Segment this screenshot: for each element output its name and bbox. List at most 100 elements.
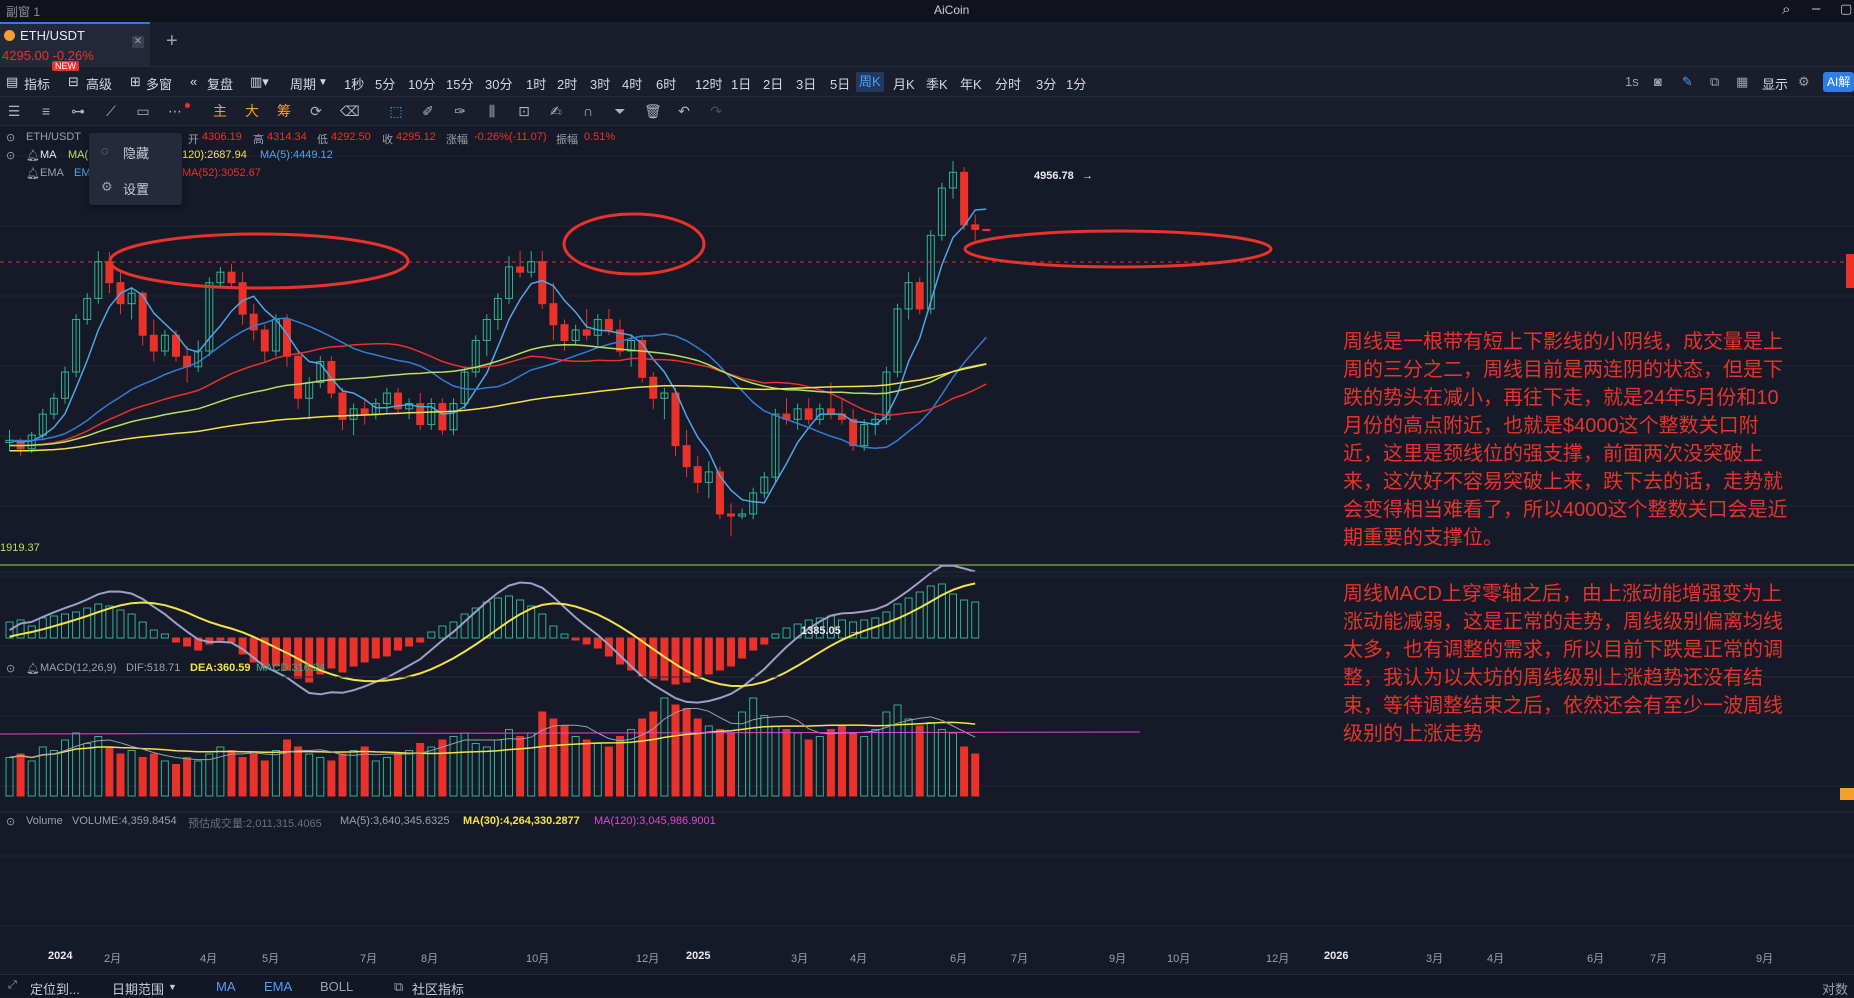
- magnet-icon[interactable]: ∩: [582, 103, 594, 119]
- period-16[interactable]: 月K: [893, 77, 915, 92]
- search-icon[interactable]: ⌕: [1782, 1, 1791, 18]
- period-4[interactable]: 30分: [485, 77, 513, 92]
- ma-toggle[interactable]: MA: [216, 979, 236, 994]
- layers-icon[interactable]: ▦: [1736, 74, 1749, 89]
- align-icon[interactable]: ≡: [41, 103, 51, 119]
- ai-button[interactable]: AI解: [1823, 72, 1854, 92]
- trendline-icon[interactable]: ⟋: [106, 103, 116, 119]
- community-indicators-button[interactable]: 社区指标: [412, 982, 465, 997]
- volume-axis-marker: [1840, 788, 1854, 800]
- period-20[interactable]: 3分: [1036, 77, 1057, 92]
- rectangle-icon[interactable]: ▭: [136, 103, 150, 119]
- period-0[interactable]: 1秒: [344, 77, 365, 92]
- bell-icon[interactable]: 🔔︎: [26, 150, 40, 162]
- replay-icon[interactable]: «: [190, 74, 198, 89]
- period-12[interactable]: 2日: [763, 77, 784, 92]
- period-3[interactable]: 15分: [446, 77, 474, 92]
- collapse-icon[interactable]: ⊙: [6, 132, 16, 144]
- eye-off-icon[interactable]: ◌: [101, 143, 109, 158]
- x-tick-label: 4月: [1487, 953, 1505, 965]
- replay-button[interactable]: 复盘: [207, 77, 234, 92]
- period-21[interactable]: 1分: [1066, 77, 1087, 92]
- brush-icon[interactable]: ✑: [454, 103, 466, 119]
- period-11[interactable]: 1日: [731, 77, 752, 92]
- period-17[interactable]: 季K: [926, 77, 948, 92]
- advanced-button[interactable]: 高级: [86, 77, 113, 92]
- interval-label[interactable]: 1s: [1625, 74, 1639, 89]
- macd-bar: [749, 637, 758, 651]
- note-icon[interactable]: ✍: [550, 103, 562, 119]
- list-icon[interactable]: ☰: [7, 103, 21, 119]
- filter-icon[interactable]: ⏷: [614, 103, 626, 119]
- minimize-icon[interactable]: –: [1812, 0, 1821, 17]
- multiwindow-button[interactable]: 多窗: [146, 77, 173, 92]
- ema-toggle[interactable]: EMA: [264, 979, 293, 994]
- period-15[interactable]: 周K: [856, 72, 884, 92]
- period-14[interactable]: 5日: [830, 77, 851, 92]
- period-9[interactable]: 6时: [656, 77, 677, 92]
- chart-type-icon[interactable]: ▥▾: [250, 74, 269, 89]
- period-10[interactable]: 12时: [695, 77, 723, 92]
- locate-button[interactable]: 定位到...: [30, 982, 80, 997]
- refresh-icon[interactable]: ⟳: [310, 103, 322, 119]
- cursor-icon[interactable]: ⬚: [389, 103, 403, 119]
- period-19[interactable]: 分时: [995, 77, 1022, 92]
- pencil-icon[interactable]: ✐: [422, 103, 434, 119]
- more-icon[interactable]: ⋯: [168, 103, 182, 119]
- candle-body: [849, 418, 858, 447]
- period-button[interactable]: 周期: [290, 77, 317, 92]
- undo-icon[interactable]: ↶: [678, 103, 690, 119]
- tab-eth-usdt[interactable]: ETH/USDT 4295.00 -0.26% ✕: [0, 22, 150, 66]
- chips-button[interactable]: 筹: [277, 103, 291, 119]
- period-2[interactable]: 10分: [408, 77, 436, 92]
- period-5[interactable]: 1时: [526, 77, 547, 92]
- chevron-down-icon[interactable]: ▼: [168, 982, 177, 992]
- collapse-icon[interactable]: ⊙: [6, 663, 16, 675]
- lock-icon[interactable]: ⊡: [518, 103, 530, 119]
- camera-icon[interactable]: ◙: [1654, 74, 1662, 89]
- menu-item-settings[interactable]: 设置: [123, 182, 150, 197]
- tab-price-change: 4295.00 -0.26%: [2, 48, 94, 63]
- pen-icon[interactable]: ✎: [1682, 74, 1693, 89]
- legend-change-label: 涨幅: [446, 134, 468, 146]
- maximize-icon[interactable]: ▢: [1840, 1, 1853, 16]
- period-6[interactable]: 2时: [557, 77, 578, 92]
- legend-high: 4314.34: [267, 131, 307, 143]
- date-range-button[interactable]: 日期范围: [112, 982, 165, 997]
- candle-body: [49, 397, 58, 415]
- collapse-icon[interactable]: ⊙: [6, 816, 16, 828]
- add-tab-icon[interactable]: +: [166, 30, 178, 52]
- indicators-button[interactable]: 指标: [24, 77, 51, 92]
- period-chevron-down-icon[interactable]: ▼: [318, 77, 328, 88]
- boll-toggle[interactable]: BOLL: [320, 979, 354, 994]
- close-icon[interactable]: ✕: [132, 36, 144, 48]
- eraser-icon[interactable]: ⌫: [340, 103, 360, 119]
- collapse-icon[interactable]: ⊙: [6, 150, 16, 162]
- period-18[interactable]: 年K: [960, 77, 982, 92]
- period-13[interactable]: 3日: [796, 77, 817, 92]
- locate-icon[interactable]: ⤢: [8, 979, 17, 991]
- bell-icon[interactable]: 🔔︎: [26, 168, 40, 180]
- advanced-icon[interactable]: ⊟: [68, 74, 79, 89]
- trash-icon[interactable]: 🗑: [644, 103, 662, 119]
- candles-icon[interactable]: ⫼: [488, 103, 496, 119]
- ruler-icon[interactable]: ⊶: [71, 103, 85, 119]
- ma-5-value: MA(5):4449.12: [260, 149, 333, 161]
- layout-icon[interactable]: ⧉: [1710, 74, 1720, 89]
- gear-icon[interactable]: ⚙: [101, 179, 113, 194]
- price-chart[interactable]: [0, 126, 1854, 964]
- settings-gear-icon[interactable]: ⚙: [1798, 74, 1810, 89]
- display-button[interactable]: 显示: [1762, 77, 1789, 92]
- big-button[interactable]: 大: [245, 103, 259, 119]
- indicator-icon[interactable]: ▤: [6, 74, 19, 89]
- bell-icon[interactable]: 🔔︎: [26, 663, 40, 675]
- menu-item-hide[interactable]: 隐藏: [123, 146, 150, 161]
- period-1[interactable]: 5分: [375, 77, 396, 92]
- redo-icon[interactable]: ↷: [710, 103, 722, 119]
- community-icon[interactable]: ⧉: [394, 979, 404, 994]
- multiwindow-icon[interactable]: ⊞: [130, 74, 141, 89]
- period-7[interactable]: 3时: [590, 77, 611, 92]
- main-button[interactable]: 主: [213, 103, 227, 119]
- log-scale-toggle[interactable]: 对数: [1822, 982, 1849, 997]
- period-8[interactable]: 4时: [622, 77, 643, 92]
